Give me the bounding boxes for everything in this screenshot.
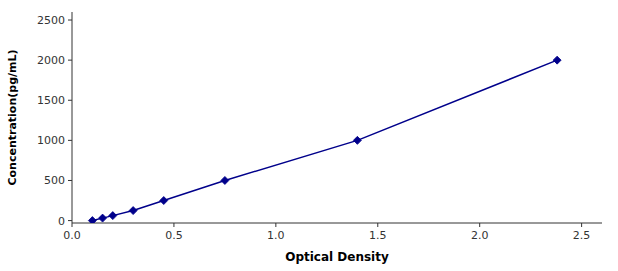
x-axis-line	[72, 223, 602, 224]
x-tick-label: 2.5	[573, 229, 591, 242]
x-tick	[173, 223, 174, 227]
y-tick	[68, 60, 72, 61]
y-tick-label: 2000	[37, 54, 65, 67]
data-point	[109, 212, 117, 220]
data-line	[92, 60, 557, 220]
x-tick-label: 0.5	[165, 229, 183, 242]
data-point	[160, 197, 168, 205]
plot-area	[88, 56, 561, 223]
data-point	[99, 214, 107, 222]
page: {"chart_data": {"type": "line", "x": [0.…	[0, 0, 618, 271]
axes: 0.0 0.5 1.0 1.5 2.0 2.5 0 500 1000 1500 2000 2500	[37, 12, 602, 242]
y-tick-label: 0	[58, 215, 65, 228]
data-point	[88, 217, 96, 223]
data-point	[553, 56, 561, 64]
chart-container: 0.0 0.5 1.0 1.5 2.0 2.5 0 500 1000 1500 2000 2500 Op…	[0, 0, 618, 271]
y-tick	[68, 220, 72, 221]
x-tick-label: 1.0	[267, 229, 285, 242]
y-axis-line	[72, 12, 73, 223]
y-tick	[68, 20, 72, 21]
y-tick	[68, 100, 72, 101]
x-tick-label: 0.0	[63, 229, 81, 242]
x-tick	[72, 223, 73, 227]
chart-svg: 0.0 0.5 1.0 1.5 2.0 2.5 0 500 1000 1500 2000 2500 Op…	[0, 0, 618, 271]
data-point	[129, 207, 137, 215]
x-tick	[479, 223, 480, 227]
y-tick-label: 500	[44, 174, 65, 187]
x-tick	[581, 223, 582, 227]
y-tick	[68, 140, 72, 141]
y-tick-label: 1000	[37, 134, 65, 147]
y-axis-label: Concentration(pg/mL)	[6, 49, 19, 185]
y-tick	[68, 180, 72, 181]
data-point	[353, 136, 361, 144]
data-point	[221, 176, 229, 184]
x-tick	[377, 223, 378, 227]
x-tick-label: 1.5	[369, 229, 387, 242]
x-tick-label: 2.0	[471, 229, 489, 242]
x-tick	[275, 223, 276, 227]
x-axis-label: Optical Density	[285, 250, 389, 264]
y-tick-label: 2500	[37, 14, 65, 27]
y-tick-label: 1500	[37, 94, 65, 107]
